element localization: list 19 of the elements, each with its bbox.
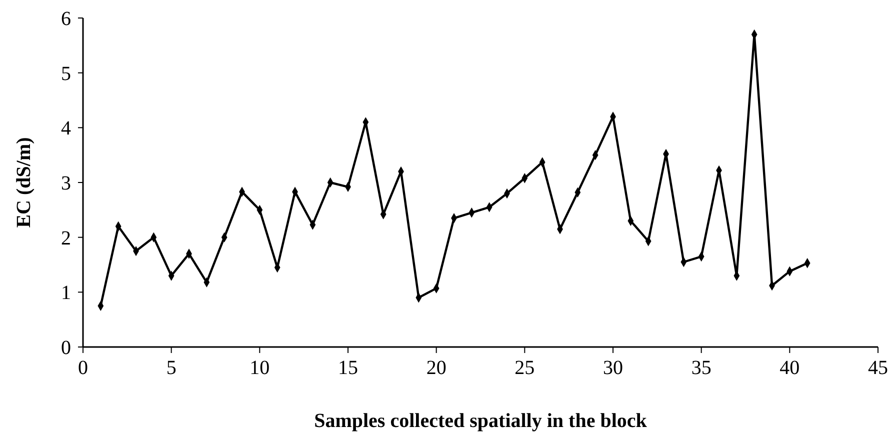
x-tick-label: 25 — [514, 357, 535, 379]
y-tick-label: 4 — [61, 118, 71, 140]
y-tick-label: 5 — [61, 62, 71, 85]
x-tick-label: 35 — [691, 357, 712, 379]
x-tick-label: 5 — [166, 357, 176, 379]
y-axis-title: EC (dS/m) — [13, 137, 35, 228]
x-tick-label: 40 — [780, 357, 800, 379]
x-tick-label: 10 — [250, 357, 270, 379]
x-tick-label: 20 — [426, 357, 446, 379]
y-tick-label: 3 — [61, 172, 71, 194]
x-tick-label: 0 — [78, 357, 88, 379]
y-tick-label: 0 — [61, 337, 71, 359]
x-tick-label: 15 — [338, 357, 358, 379]
y-tick-label: 6 — [61, 8, 71, 30]
x-axis-title: Samples collected spatially in the block — [314, 410, 648, 432]
x-tick-label: 45 — [868, 357, 888, 379]
y-tick-label: 1 — [61, 282, 71, 304]
x-tick-label: 30 — [603, 357, 623, 379]
y-tick-label: 2 — [61, 227, 71, 250]
